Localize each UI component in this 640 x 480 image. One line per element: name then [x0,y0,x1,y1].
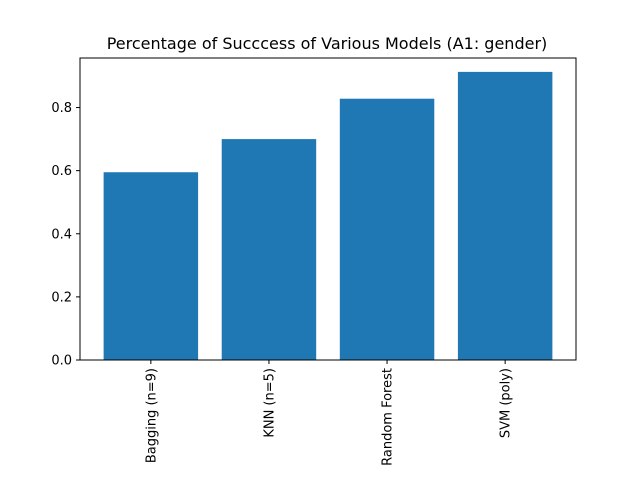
x-tick-label: Bagging (n=9) [144,368,159,463]
x-tick-label: SVM (poly) [499,368,514,438]
x-tick-label: KNN (n=5) [262,368,277,438]
bar-0 [103,172,199,360]
chart-title: Percentage of Succcess of Various Models… [107,34,548,53]
y-tick-label: 0.0 [51,354,72,369]
plot-frame [79,57,577,361]
y-tick-label: 0.8 [51,101,72,116]
bar-1 [221,139,317,360]
bar-2 [339,98,435,360]
y-tick-label: 0.4 [51,227,72,242]
x-tick-label: Random Forest [381,368,396,466]
x-axis: Bagging (n=9) KNN (n=5) Random Forest SVM (… [144,360,514,466]
bars-layer [103,71,553,360]
y-tick-label: 0.6 [51,164,72,179]
y-tick-label: 0.2 [51,290,72,305]
y-axis: 0.0 0.2 0.4 0.6 0.8 [51,101,80,369]
bar-3 [457,71,553,360]
